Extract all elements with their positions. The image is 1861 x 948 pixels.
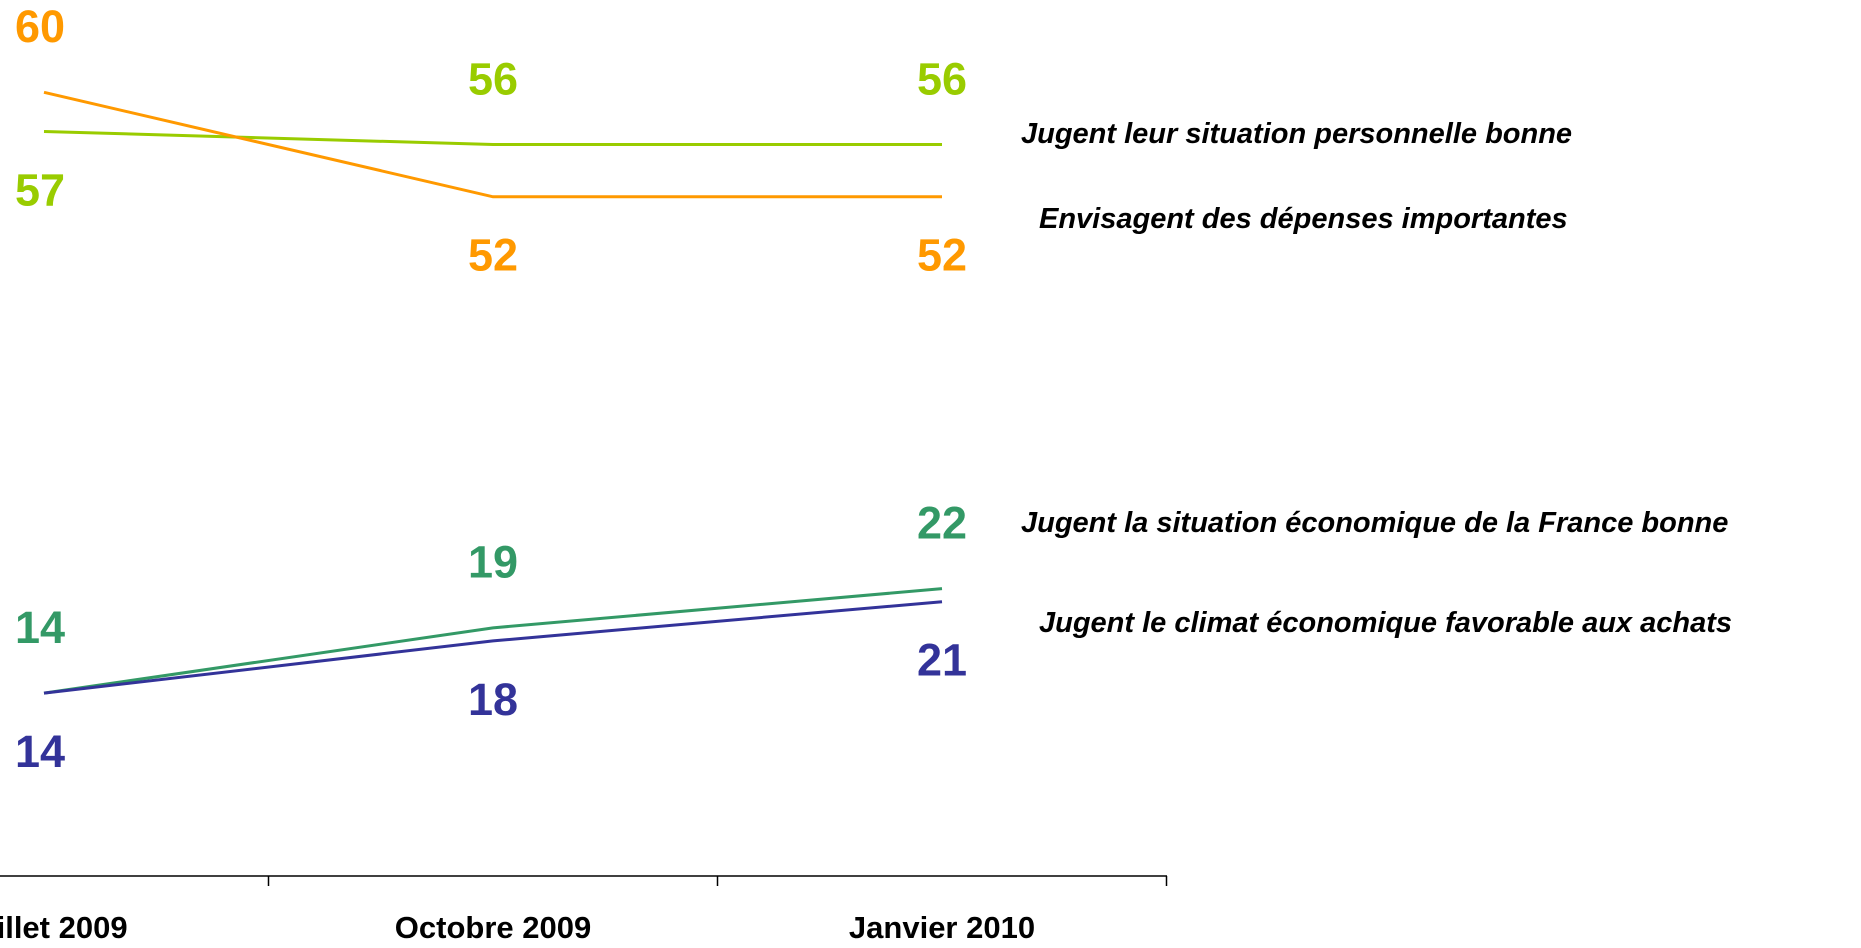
data-label: 14 — [15, 602, 65, 653]
x-tick-label: Janvier 2010 — [849, 910, 1035, 945]
data-label: 56 — [917, 53, 967, 104]
data-label: 14 — [15, 726, 65, 777]
series-line — [43, 90, 942, 199]
data-label: 18 — [468, 674, 518, 725]
data-label: 21 — [917, 635, 967, 686]
x-tick-label: Juillet 2009 — [0, 910, 128, 945]
series-line — [43, 587, 943, 695]
data-label: 52 — [917, 230, 967, 281]
data-label: 60 — [15, 1, 65, 52]
series-line — [43, 600, 943, 695]
data-label: 56 — [468, 53, 518, 104]
data-label: 19 — [468, 537, 518, 588]
data-label: 52 — [468, 230, 518, 281]
legend-label: Envisagent des dépenses importantes — [1039, 203, 1568, 235]
series-line — [43, 129, 942, 147]
data-label: 57 — [15, 164, 65, 215]
data-label: 22 — [917, 498, 967, 549]
legend-label: Jugent leur situation personnelle bonne — [1021, 118, 1573, 150]
x-tick-label: Octobre 2009 — [395, 910, 591, 945]
legend-label: Jugent le climat économique favorable au… — [1039, 607, 1732, 639]
legend-label: Jugent la situation économique de la Fra… — [1021, 507, 1729, 539]
